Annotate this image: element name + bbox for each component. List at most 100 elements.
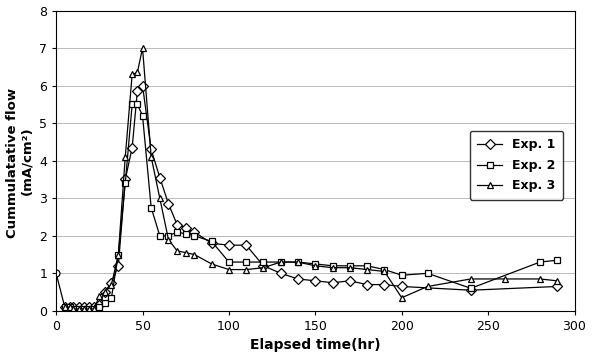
Exp. 1	[85, 305, 92, 309]
Exp. 1	[81, 305, 88, 309]
Exp. 2	[122, 181, 129, 185]
Exp. 2	[66, 305, 73, 309]
Exp. 1	[467, 288, 474, 292]
Exp. 2	[91, 307, 98, 311]
Exp. 1	[108, 281, 115, 285]
Exp. 3	[208, 262, 215, 266]
Exp. 3	[91, 307, 98, 311]
Exp. 2	[165, 234, 172, 238]
Exp. 3	[156, 196, 163, 200]
Exp. 3	[81, 307, 88, 311]
Exp. 3	[134, 70, 141, 74]
Exp. 2	[75, 307, 82, 311]
Exp. 3	[128, 72, 136, 77]
Exp. 2	[96, 305, 103, 309]
Exp. 2	[243, 260, 250, 264]
Exp. 2	[554, 258, 561, 262]
Exp. 1	[75, 305, 82, 309]
Exp. 2	[536, 260, 543, 264]
Exp. 2	[156, 234, 163, 238]
Exp. 1	[243, 243, 250, 247]
Exp. 1	[66, 305, 73, 309]
Exp. 3	[191, 252, 198, 257]
Exp. 2	[101, 301, 108, 305]
Exp. 2	[115, 252, 122, 257]
Exp. 2	[139, 113, 146, 118]
Exp. 1	[128, 145, 136, 150]
Exp. 1	[101, 290, 108, 294]
Exp. 3	[165, 237, 172, 242]
Exp. 2	[85, 307, 92, 311]
Exp. 3	[61, 305, 68, 309]
Exp. 3	[243, 267, 250, 272]
Exp. 1	[208, 241, 215, 246]
Exp. 1	[329, 281, 336, 285]
Exp. 2	[277, 260, 284, 264]
Exp. 2	[346, 264, 353, 268]
Exp. 3	[502, 277, 509, 281]
Exp. 1	[70, 305, 77, 309]
Exp. 2	[147, 205, 155, 210]
Exp. 3	[398, 296, 406, 300]
Y-axis label: Cummulatative flow 
(mA/cm²): Cummulatative flow (mA/cm²)	[5, 83, 34, 238]
Exp. 1	[294, 277, 301, 281]
Exp. 2	[424, 271, 431, 275]
Exp. 1	[381, 282, 388, 287]
Exp. 1	[156, 175, 163, 180]
Exp. 3	[554, 279, 561, 283]
Line: Exp. 1: Exp. 1	[62, 82, 561, 311]
Exp. 2	[81, 307, 88, 311]
Exp. 3	[70, 307, 77, 311]
Exp. 2	[226, 260, 233, 264]
Exp. 3	[294, 260, 301, 264]
Exp. 3	[424, 284, 431, 289]
Exp. 3	[536, 277, 543, 281]
Exp. 2	[312, 262, 319, 266]
Line: Exp. 3: Exp. 3	[62, 45, 561, 313]
Exp. 1	[363, 282, 371, 287]
Exp. 2	[191, 234, 198, 238]
Exp. 3	[260, 266, 267, 270]
Legend: Exp. 1, Exp. 2, Exp. 3: Exp. 1, Exp. 2, Exp. 3	[469, 131, 563, 200]
Exp. 1	[173, 222, 181, 227]
Exp. 1	[346, 279, 353, 283]
Exp. 3	[85, 307, 92, 311]
Exp. 1	[91, 305, 98, 309]
Exp. 1	[134, 89, 141, 93]
X-axis label: Elapsed time(hr): Elapsed time(hr)	[250, 338, 381, 352]
Exp. 2	[260, 260, 267, 264]
Exp. 3	[182, 251, 189, 255]
Exp. 3	[226, 267, 233, 272]
Exp. 1	[96, 303, 103, 308]
Exp. 3	[381, 269, 388, 274]
Exp. 2	[467, 286, 474, 290]
Exp. 1	[226, 243, 233, 247]
Exp. 3	[147, 155, 155, 159]
Exp. 3	[277, 260, 284, 264]
Exp. 3	[122, 155, 129, 159]
Exp. 2	[61, 305, 68, 309]
Exp. 1	[122, 177, 129, 182]
Exp. 2	[363, 264, 371, 268]
Exp. 2	[398, 273, 406, 277]
Exp. 1	[61, 305, 68, 309]
Exp. 1	[277, 271, 284, 275]
Exp. 3	[467, 277, 474, 281]
Exp. 3	[115, 252, 122, 257]
Exp. 1	[554, 284, 561, 289]
Exp. 2	[381, 267, 388, 272]
Exp. 3	[363, 267, 371, 272]
Exp. 2	[208, 239, 215, 243]
Exp. 2	[70, 307, 77, 311]
Exp. 2	[128, 102, 136, 107]
Exp. 1	[147, 147, 155, 151]
Exp. 2	[329, 264, 336, 268]
Exp. 3	[66, 305, 73, 309]
Exp. 1	[115, 264, 122, 268]
Exp. 1	[398, 284, 406, 289]
Exp. 1	[260, 264, 267, 268]
Exp. 3	[75, 307, 82, 311]
Exp. 1	[165, 202, 172, 206]
Exp. 3	[173, 249, 181, 253]
Exp. 1	[139, 83, 146, 88]
